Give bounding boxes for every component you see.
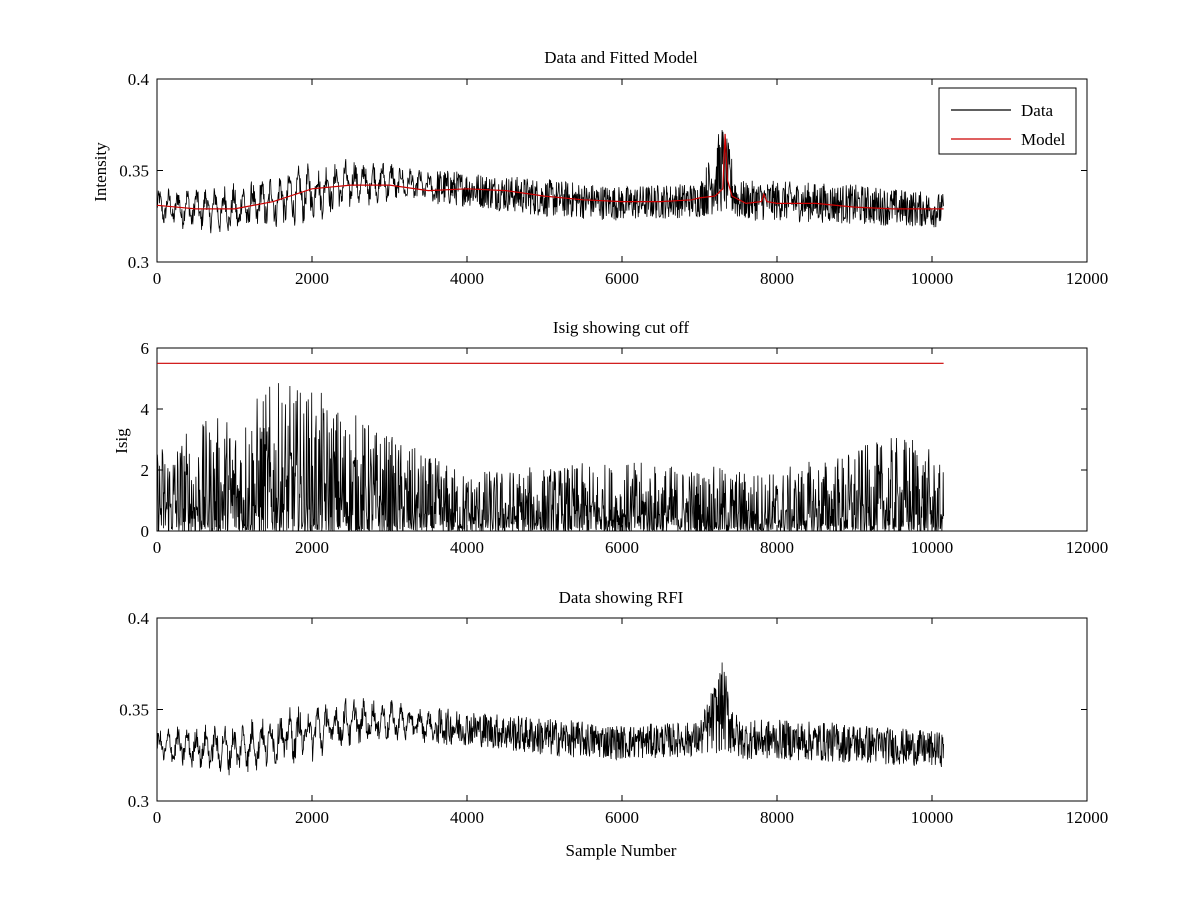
x-tick-label: 12000 <box>1066 538 1109 557</box>
panel-data-and-fitted-model: Data and Fitted Model Intensity 0 2000 400… <box>91 48 1108 288</box>
x-tick-label: 10000 <box>911 269 954 288</box>
panel-isig-showing-cut-off: Isig showing cut off Isig 0 2000 4000 6000 8… <box>112 318 1108 557</box>
x-tick-label: 12000 <box>1066 269 1109 288</box>
x-tick-label: 10000 <box>911 808 954 827</box>
x-tick-label: 0 <box>153 269 162 288</box>
y-tick-label: 0.35 <box>119 162 149 181</box>
x-tick-label: 6000 <box>605 808 639 827</box>
y-tick-label: 0.4 <box>128 70 150 89</box>
legend-label-model: Model <box>1021 130 1066 149</box>
x-tick-label: 8000 <box>760 808 794 827</box>
x-tick-label: 4000 <box>450 269 484 288</box>
y-tick-label: 0.4 <box>128 609 150 628</box>
x-tick-label: 10000 <box>911 538 954 557</box>
legend-label-data: Data <box>1021 101 1054 120</box>
x-axis-label: Sample Number <box>566 841 677 860</box>
x-tick-label: 6000 <box>605 538 639 557</box>
series-isig <box>157 383 944 531</box>
plot-area <box>157 129 944 234</box>
y-axis-label: Intensity <box>91 142 110 202</box>
series-data <box>157 129 944 234</box>
x-tick-label: 2000 <box>295 538 329 557</box>
x-tick-label: 2000 <box>295 808 329 827</box>
x-tick-label: 8000 <box>760 538 794 557</box>
series-isig <box>157 662 944 776</box>
y-tick-label: 2 <box>141 461 150 480</box>
x-tick-label: 0 <box>153 538 162 557</box>
legend: Data Model <box>938 87 1077 155</box>
y-tick-label: 4 <box>141 400 150 419</box>
series-model <box>157 133 944 210</box>
panel-title: Data showing RFI <box>559 588 684 607</box>
y-tick-label: 0.3 <box>128 253 149 272</box>
axes-frame <box>156 78 1088 263</box>
plot-area <box>157 662 944 776</box>
y-tick-label: 0.35 <box>119 701 149 720</box>
y-tick-label: 0.3 <box>128 792 149 811</box>
x-tick-label: 6000 <box>605 269 639 288</box>
panel-data-showing-rfi: Data showing RFI Sample Number 0 2000 4000… <box>119 588 1108 860</box>
y-tick-label: 0 <box>141 522 150 541</box>
x-tick-label: 0 <box>153 808 162 827</box>
y-axis-label: Isig <box>112 428 131 454</box>
x-tick-label: 4000 <box>450 538 484 557</box>
x-tick-label: 4000 <box>450 808 484 827</box>
y-tick-label: 6 <box>141 339 150 358</box>
x-tick-label: 2000 <box>295 269 329 288</box>
panel-title: Data and Fitted Model <box>544 48 698 67</box>
panel-title: Isig showing cut off <box>553 318 689 337</box>
x-tick-label: 8000 <box>760 269 794 288</box>
plot-area <box>157 362 944 531</box>
x-tick-label: 12000 <box>1066 808 1109 827</box>
legend-box <box>938 87 1077 155</box>
axes-frame <box>156 617 1088 802</box>
